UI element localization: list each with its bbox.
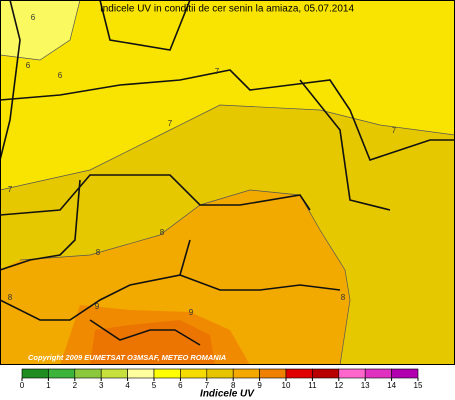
border (0, 69, 455, 161)
map-title: Indicele UV in conditii de cer senin la … (100, 4, 354, 15)
contour-label: 9 (189, 308, 194, 317)
border (0, 179, 81, 271)
tick-label: 15 (414, 381, 423, 390)
contour-label: 8 (96, 248, 101, 257)
color-swatch (48, 368, 76, 379)
tick-label: 11 (308, 381, 317, 390)
colorbar-label: Indicele UV (200, 389, 255, 400)
color-swatch (127, 368, 155, 379)
color-swatch (364, 368, 392, 379)
color-swatch (100, 368, 128, 379)
color-swatch (391, 368, 419, 379)
tick-label: 9 (257, 381, 262, 390)
tick-label: 7 (205, 381, 210, 390)
copyright: Copyright 2009 EUMETSAT O3MSAF, METEO RO… (28, 353, 226, 362)
border (0, 174, 311, 216)
contour-line (0, 0, 81, 61)
color-swatch (180, 368, 208, 379)
tick-label: 1 (46, 381, 51, 390)
contours (0, 0, 455, 366)
contour-label: 8 (341, 293, 346, 302)
border (99, 0, 191, 51)
color-swatch (21, 368, 49, 379)
contour-line (19, 189, 351, 366)
color-swatch (74, 368, 102, 379)
border (299, 79, 391, 211)
color-swatch (153, 368, 181, 379)
tick-label: 2 (73, 381, 78, 390)
contour-label: 7 (392, 126, 397, 135)
tick-label: 4 (125, 381, 130, 390)
border (179, 274, 341, 291)
color-swatch (259, 368, 287, 379)
contour-label: 7 (215, 67, 220, 76)
tick-label: 12 (334, 381, 343, 390)
contour-label: 6 (58, 71, 63, 80)
color-swatch (312, 368, 340, 379)
colorbar: 0 1 2 3 4 5 6 7 8 9 10 11 12 13 14 15 (20, 368, 423, 390)
contour-label: 7 (168, 119, 173, 128)
borders (0, 0, 455, 346)
tick-label: 5 (152, 381, 157, 390)
border (89, 319, 201, 346)
tick-label: 0 (20, 381, 25, 390)
contour-label: 9 (95, 302, 100, 311)
contour-label: 8 (8, 293, 13, 302)
contour-line (0, 104, 455, 191)
tick-label: 6 (178, 381, 183, 390)
tick-label: 10 (282, 381, 291, 390)
color-swatch (232, 368, 260, 379)
map: 6 6 6 7 7 7 7 8 8 8 9 9 8 Copyright 2009 EUMETSAT O3… (0, 0, 455, 366)
contour-label: 7 (8, 185, 13, 194)
tick-label: 13 (361, 381, 370, 390)
contour-labels: 6 6 6 7 7 7 7 8 8 8 9 9 8 (8, 13, 397, 317)
contour-label: 8 (160, 228, 165, 237)
contour-label: 6 (31, 13, 36, 22)
color-swatch (338, 368, 366, 379)
region-high (90, 320, 215, 365)
tick-label: 3 (99, 381, 104, 390)
contour-label: 6 (26, 61, 31, 70)
tick-label: 8 (231, 381, 236, 390)
tick-label: 14 (387, 381, 396, 390)
color-swatch (206, 368, 234, 379)
border (0, 0, 21, 161)
color-swatch (285, 368, 313, 379)
